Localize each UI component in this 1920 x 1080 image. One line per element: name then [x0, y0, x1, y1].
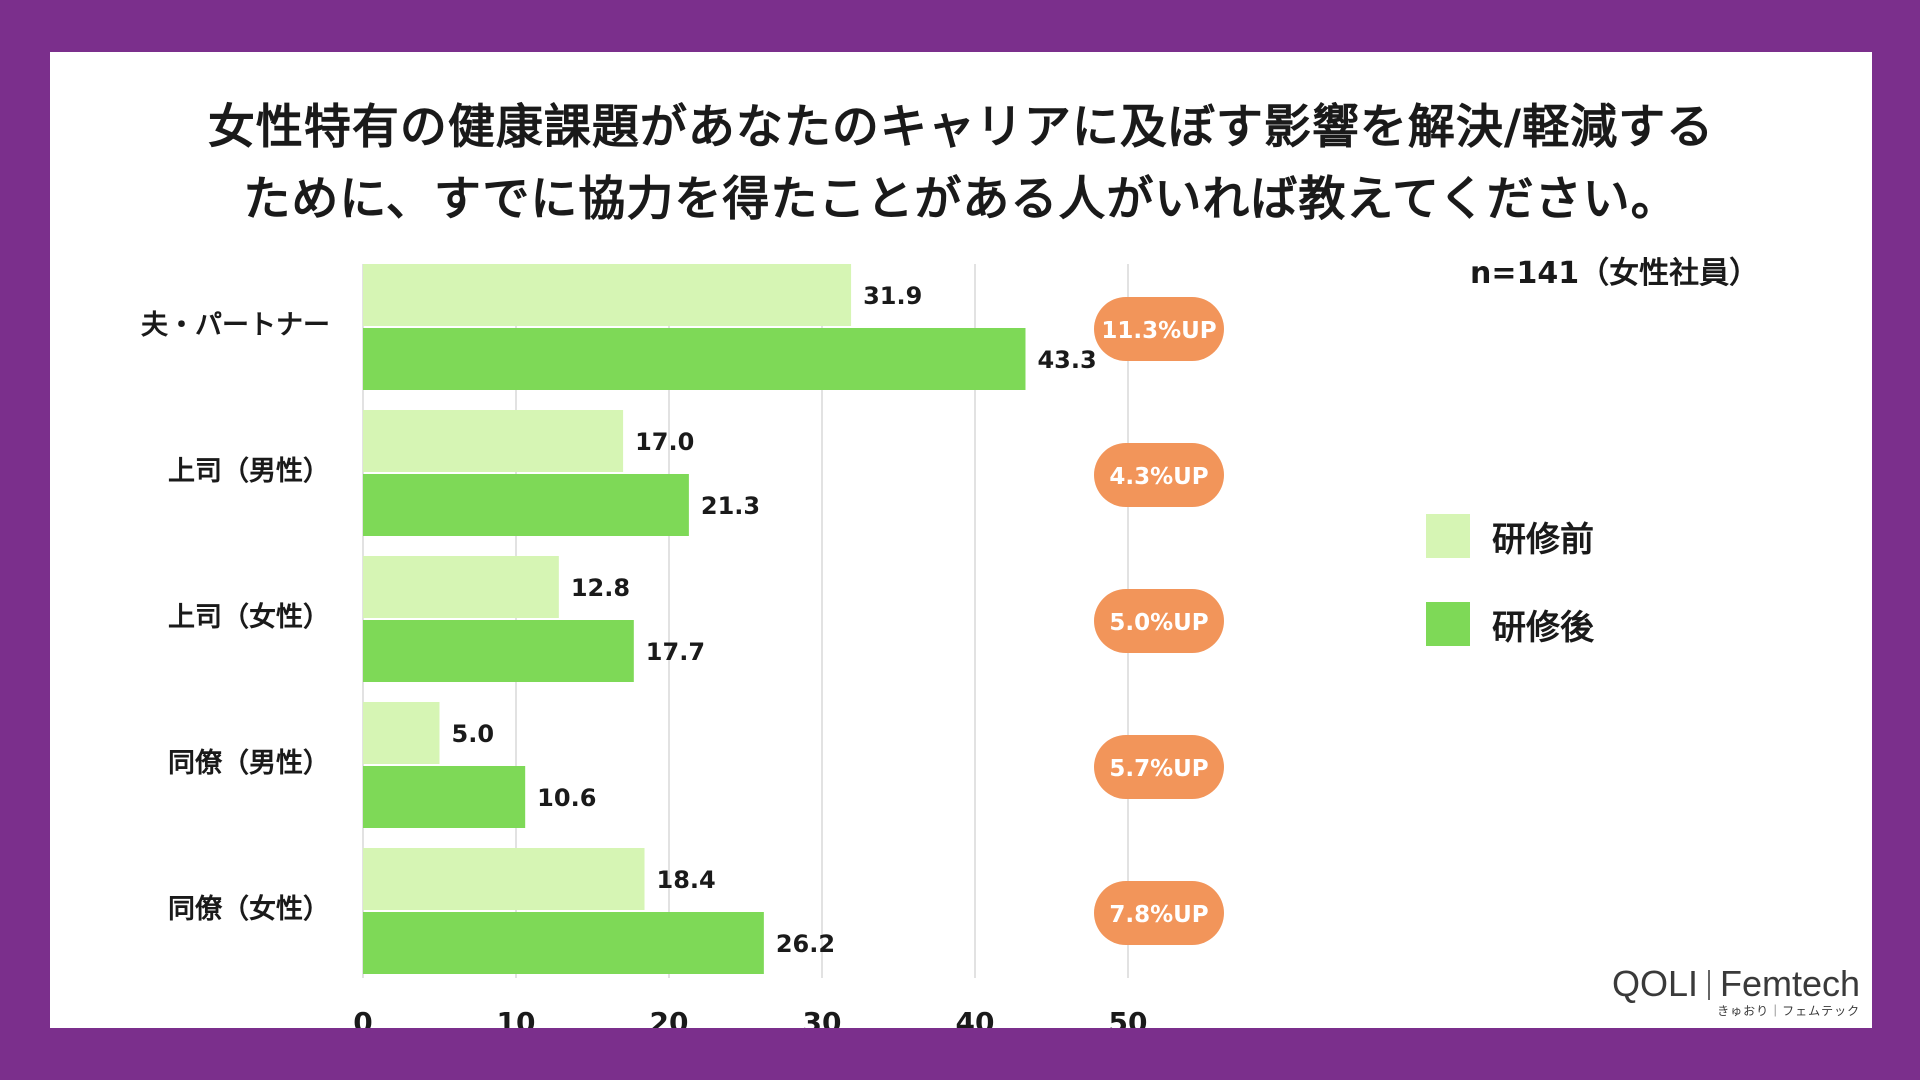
x-tick-label-30: 30 [803, 1006, 842, 1028]
increase-badge [1094, 589, 1224, 653]
data-label-before: 31.9 [863, 282, 922, 310]
brand-subtitle: きゅおり｜フェムテック [1717, 1004, 1861, 1018]
bar-after [363, 474, 689, 536]
data-label-before: 12.8 [571, 574, 630, 602]
increase-badge-label: 4.3%UP [1109, 464, 1208, 490]
increase-badge-label: 7.8%UP [1109, 902, 1208, 928]
bar-before [363, 556, 559, 618]
category-label: 上司（男性） [168, 456, 330, 487]
increase-badge-label: 5.0%UP [1109, 610, 1208, 636]
data-label-after: 17.7 [646, 638, 705, 666]
category-label: 夫・パートナー [141, 310, 330, 341]
chart-title: 女性特有の健康課題があなたのキャリアに及ぼす影響を解決/軽減する ために、すでに… [50, 92, 1872, 236]
data-label-before: 17.0 [635, 428, 694, 456]
legend: 研修前 研修後 [1426, 514, 1594, 690]
legend-label-after: 研修後 [1492, 607, 1594, 648]
x-tick-label-50: 50 [1109, 1006, 1148, 1028]
bar-before [363, 702, 440, 764]
category-label: 同僚（男性） [168, 748, 330, 779]
data-label-after: 21.3 [701, 492, 760, 520]
category-label: 上司（女性） [168, 601, 330, 633]
legend-swatch-after [1426, 602, 1470, 646]
increase-badge [1094, 297, 1224, 361]
increase-badge-label: 11.3%UP [1101, 318, 1216, 344]
increase-badge-label: 5.7%UP [1109, 756, 1208, 782]
data-label-after: 26.2 [776, 930, 835, 958]
brand-product: Femtech [1720, 963, 1861, 1004]
category-label: 同僚（女性） [168, 893, 330, 925]
increase-badge [1094, 443, 1224, 507]
legend-swatch-before [1426, 514, 1470, 558]
x-tick-label-20: 20 [650, 1006, 689, 1028]
data-label-before: 18.4 [657, 866, 716, 894]
brand-divider [1708, 970, 1711, 1000]
bar-after [363, 766, 526, 828]
brand-logo: QOLI Femtech きゅおり｜フェムテック [1612, 964, 1860, 1019]
brand-name: QOLI [1612, 963, 1699, 1004]
data-label-before: 5.0 [452, 720, 495, 748]
legend-label-before: 研修前 [1492, 519, 1594, 560]
data-label-after: 10.6 [537, 784, 596, 812]
sample-size-note: n=141（女性社員） [1470, 256, 1760, 291]
increase-badge [1094, 735, 1224, 799]
legend-item-before: 研修前 [1426, 514, 1594, 560]
title-line-1: 女性特有の健康課題があなたのキャリアに及ぼす影響を解決/軽減する [207, 100, 1715, 155]
x-tick-label-40: 40 [956, 1006, 995, 1028]
bar-before [363, 264, 852, 326]
x-tick-label-0: 0 [353, 1006, 372, 1028]
bar-after [363, 912, 764, 974]
bar-after [363, 620, 634, 682]
x-tick-label-10: 10 [497, 1006, 536, 1028]
data-label-after: 43.3 [1037, 346, 1096, 374]
chart-panel: 女性特有の健康課題があなたのキャリアに及ぼす影響を解決/軽減する ために、すでに… [50, 52, 1872, 1028]
legend-item-after: 研修後 [1426, 602, 1594, 648]
bar-before [363, 410, 624, 472]
increase-badge [1094, 881, 1224, 945]
bar-chart: 0 10 20 30 40 50 夫・パートナー 31.9 43.311.3%UP 上司（男性） 1… [141, 264, 1224, 1028]
title-line-2: ために、すでに協力を得たことがある人がいれば教えてください。 [243, 172, 1679, 227]
bar-after [363, 328, 1026, 390]
bar-before [363, 848, 645, 910]
